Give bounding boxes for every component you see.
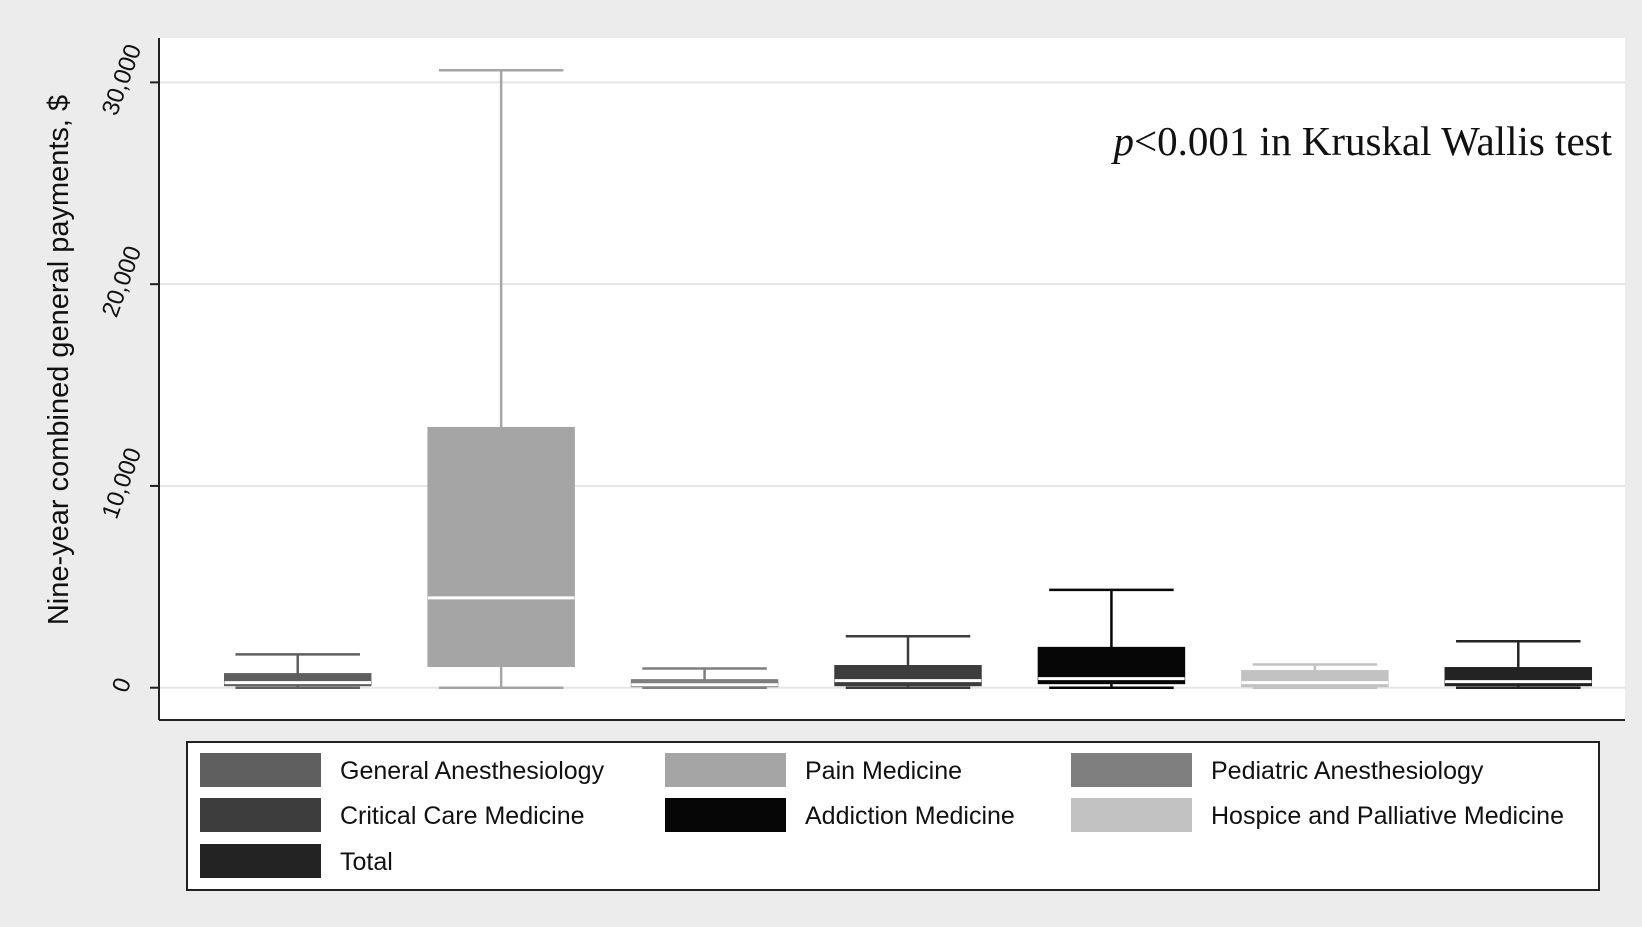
- p-value-annotation: p<0.001 in Kruskal Wallis test: [1110, 118, 1612, 164]
- legend-label-3: Critical Care Medicine: [340, 802, 585, 830]
- box-2: [630, 667, 779, 689]
- legend-label-5: Hospice and Palliative Medicine: [1211, 802, 1564, 830]
- legend-item-5: Hospice and Palliative Medicine: [1071, 798, 1564, 832]
- legend-swatch-1: [665, 753, 786, 787]
- iqr-box-5: [1241, 670, 1389, 688]
- legend-swatch-3: [200, 798, 321, 832]
- y-axis-label: Nine-year combined general payments, $: [43, 95, 75, 625]
- legend-item-0: General Anesthesiology: [200, 753, 605, 787]
- legend-item-1: Pain Medicine: [665, 753, 962, 787]
- legend-item-4: Addiction Medicine: [665, 798, 1015, 832]
- legend-swatch-2: [1071, 753, 1192, 787]
- iqr-box-2: [630, 679, 779, 688]
- box-0: [223, 653, 372, 689]
- box-3: [834, 635, 982, 689]
- legend-label-4: Addiction Medicine: [805, 802, 1015, 830]
- legend-swatch-5: [1071, 798, 1192, 832]
- box-series: [223, 69, 1593, 689]
- legend-item-6: Total: [200, 844, 393, 878]
- iqr-box-3: [834, 665, 982, 687]
- iqr-box-1: [427, 426, 575, 668]
- y-tick-label-1: 10,000: [97, 444, 147, 522]
- box-4: [1037, 588, 1186, 689]
- y-tick-label-3: 30,000: [97, 41, 147, 119]
- p-value-text: <0.001 in Kruskal Wallis test: [1134, 118, 1613, 164]
- legend-label-1: Pain Medicine: [805, 757, 962, 785]
- legend-swatch-0: [200, 753, 321, 787]
- legend-label-6: Total: [340, 848, 393, 876]
- box-1: [427, 69, 575, 689]
- legend-item-2: Pediatric Anesthesiology: [1071, 753, 1484, 787]
- gridlines: [159, 81, 1625, 689]
- box-5: [1241, 663, 1389, 689]
- plot-area: [159, 38, 1625, 720]
- legend-label-0: General Anesthesiology: [340, 757, 605, 785]
- legend-label-2: Pediatric Anesthesiology: [1211, 757, 1484, 785]
- box-6: [1444, 640, 1593, 689]
- legend-item-3: Critical Care Medicine: [200, 798, 585, 832]
- p-value-italic: p: [1110, 118, 1134, 164]
- legend-items: General Anesthesiology Pain Medicine Pedia…: [200, 753, 1564, 878]
- legend-swatch-4: [665, 798, 786, 832]
- y-axis-ticks: 0 10,000 20,000 30,000: [97, 41, 159, 696]
- legend-swatch-6: [200, 844, 321, 878]
- legend: [186, 741, 1600, 891]
- y-tick-label-2: 20,000: [97, 242, 147, 320]
- y-tick-label-0: 0: [107, 674, 137, 696]
